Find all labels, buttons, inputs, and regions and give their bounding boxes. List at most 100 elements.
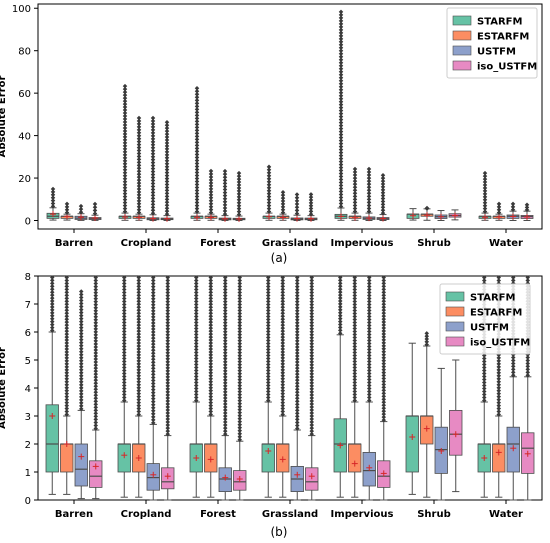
panel-b-outlier bbox=[64, 337, 70, 343]
panel-b-outlier bbox=[165, 278, 171, 283]
panel-b-outlier bbox=[222, 317, 228, 322]
panel-b-outlier bbox=[280, 391, 286, 396]
panel-b-outlier bbox=[337, 310, 343, 316]
panel-b-outlier bbox=[150, 296, 156, 301]
panel-b-outlier bbox=[237, 368, 243, 373]
panel-b-outlier bbox=[381, 334, 387, 340]
panel-b-outlier bbox=[381, 367, 387, 372]
panel-b-outlier bbox=[280, 287, 286, 292]
panel-a-outlier bbox=[338, 9, 344, 15]
panel-b-outlier bbox=[208, 406, 214, 411]
panel-b-outlier bbox=[309, 392, 315, 398]
panel-b-outlier bbox=[208, 296, 214, 301]
panel-b-outlier bbox=[165, 398, 171, 404]
panel-b-box-iso_ustfm-cropland bbox=[161, 435, 175, 501]
panel-b-outlier bbox=[309, 317, 315, 322]
panel-a-outlier bbox=[294, 204, 300, 210]
panel-a-outlier bbox=[366, 209, 372, 214]
panel-a-outlier bbox=[122, 83, 128, 89]
panel-b-outlier bbox=[193, 278, 199, 283]
panel-b-outlier bbox=[193, 335, 199, 340]
panel-b-outlier bbox=[381, 290, 387, 295]
panel-b-outlier bbox=[309, 419, 315, 425]
panel-b-outlier bbox=[309, 347, 315, 353]
panel-b-outlier bbox=[481, 278, 487, 283]
panel-b-outlier bbox=[481, 356, 487, 361]
panel-b-box-iso_ustfm-forest bbox=[233, 440, 247, 501]
panel-a-outlier bbox=[92, 201, 98, 207]
panel-a-y-tick-label: 60 bbox=[18, 89, 31, 100]
panel-b-outlier bbox=[136, 296, 142, 301]
panel-a-y-tick-label: 40 bbox=[18, 132, 31, 143]
panel-b-outlier bbox=[309, 389, 315, 395]
panel-b-outlier bbox=[136, 403, 142, 408]
panel-b-outlier bbox=[222, 281, 228, 286]
panel-b-outlier bbox=[366, 287, 372, 292]
panel-b-outlier bbox=[366, 329, 372, 334]
panel-b-outlier bbox=[78, 322, 84, 327]
panel-b-outlier bbox=[381, 296, 387, 301]
panel-b-outlier bbox=[222, 422, 228, 428]
panel-b-outlier bbox=[222, 425, 228, 431]
panel-b-outlier bbox=[193, 323, 199, 328]
panel-b-outlier bbox=[309, 311, 315, 316]
panel-b-outlier bbox=[165, 320, 171, 325]
panel-b-outlier bbox=[280, 302, 286, 307]
panel-b-outlier bbox=[150, 332, 156, 338]
panel-b-outlier bbox=[64, 400, 70, 405]
panel-b-outlier bbox=[265, 302, 271, 307]
panel-b-outlier bbox=[337, 289, 343, 295]
panel-b-outlier bbox=[294, 275, 300, 280]
panel-b-outlier bbox=[193, 338, 199, 343]
panel-b-outlier bbox=[381, 400, 387, 405]
panel-b-y-tick-label: 7 bbox=[25, 300, 31, 311]
panel-b-outlier bbox=[510, 364, 516, 369]
panel-b-outlier bbox=[150, 396, 156, 401]
panel-a-outlier bbox=[122, 119, 128, 125]
panel-b-x-tick-label: Forest bbox=[200, 509, 236, 520]
panel-b-outlier bbox=[150, 375, 156, 380]
panel-b-outlier bbox=[294, 323, 300, 329]
panel-b-outlier bbox=[280, 343, 286, 349]
panel-b-box bbox=[45, 404, 59, 473]
panel-b-outlier bbox=[78, 358, 84, 363]
panel-b-outlier bbox=[237, 389, 243, 394]
panel-a-outlier bbox=[122, 155, 128, 161]
panel-a-outlier bbox=[122, 113, 128, 119]
panel-b-outlier bbox=[280, 299, 286, 304]
panel-b-outlier bbox=[294, 350, 300, 356]
panel-a-outlier bbox=[308, 192, 314, 197]
panel-a-box-ustfm-forest bbox=[218, 215, 232, 222]
panel-b-outlier bbox=[352, 317, 358, 322]
panel-b-outlier bbox=[280, 364, 286, 370]
panel-b-outlier bbox=[294, 293, 300, 298]
panel-b-outlier bbox=[280, 331, 286, 337]
panel-b-outlier bbox=[165, 287, 171, 292]
panel-b-outlier bbox=[265, 287, 271, 292]
panel-a-outlier bbox=[280, 192, 286, 198]
panel-b-outlier bbox=[222, 416, 228, 422]
panel-b-outlier bbox=[165, 281, 171, 286]
panel-b-outlier bbox=[237, 323, 243, 328]
panel-b-outlier bbox=[265, 398, 271, 403]
panel-b-outlier bbox=[136, 397, 142, 402]
panel-b-outlier bbox=[150, 384, 156, 389]
panel-b-outlier bbox=[309, 320, 315, 325]
panel-a-outlier bbox=[380, 178, 386, 184]
panel-b-outlier bbox=[165, 344, 171, 350]
panel-a-outlier bbox=[352, 181, 358, 187]
panel-b-outlier bbox=[294, 383, 300, 389]
panel-b-outlier bbox=[366, 278, 372, 283]
panel-b-outlier bbox=[496, 388, 502, 393]
panel-b-outlier bbox=[78, 340, 84, 345]
panel-b-outlier bbox=[352, 326, 358, 331]
panel-a-box-estarfm-grassland bbox=[276, 213, 290, 221]
panel-b-outlier bbox=[136, 278, 142, 283]
panel-b-outlier bbox=[510, 355, 516, 360]
panel-b-outlier bbox=[150, 311, 156, 317]
panel-b-outlier bbox=[222, 314, 228, 319]
panel-b-outlier bbox=[193, 296, 199, 301]
panel-a-legend-swatch bbox=[452, 45, 472, 56]
panel-b-outlier bbox=[265, 365, 271, 370]
panel-b-y-axis-label: Absolute Error bbox=[0, 347, 8, 429]
